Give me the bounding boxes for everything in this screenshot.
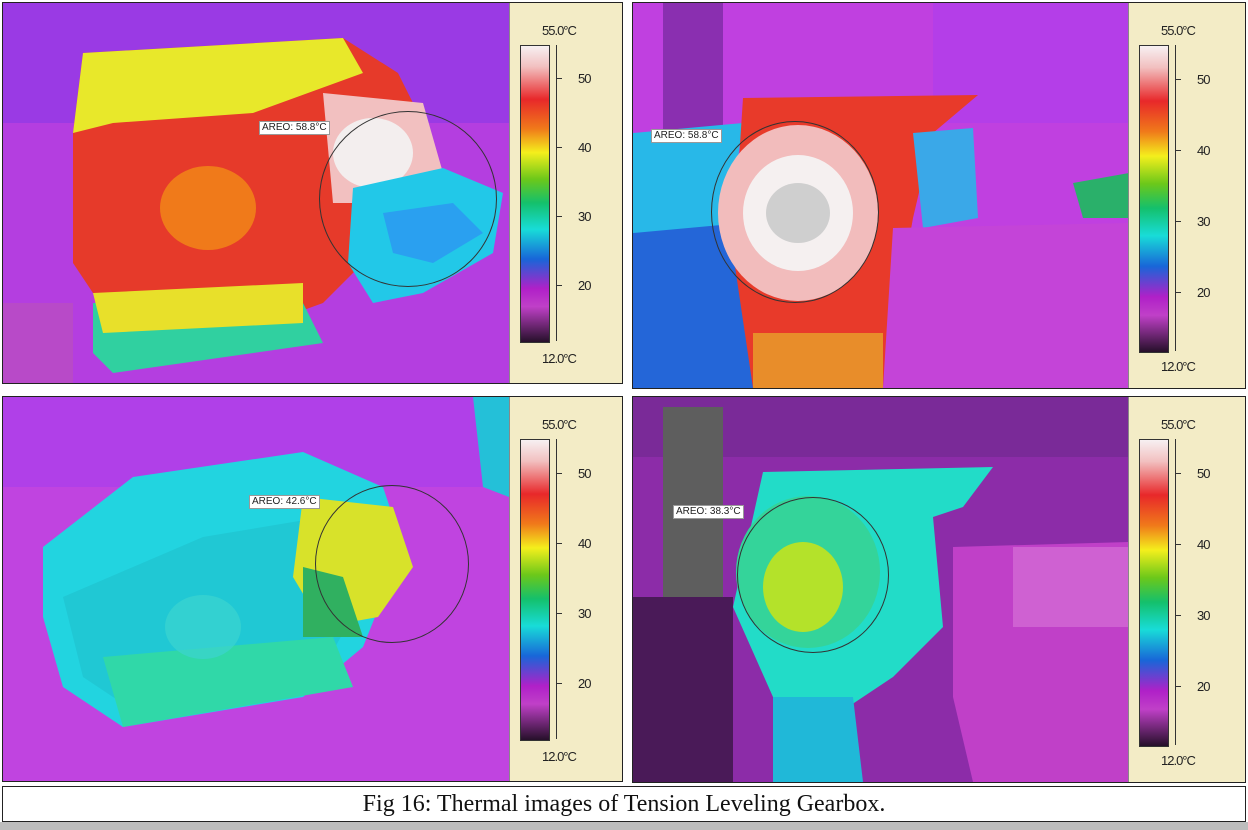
scale-tick-label: 50 [1197,72,1211,87]
thermal-panel-top-left: AREO: 58.8°C 55.0°C 50 40 30 20 12.0°C [2,2,623,384]
measurement-circle [319,111,497,287]
scale-tick-label: 20 [1197,285,1211,300]
temperature-scale: 55.0°C 50 40 30 20 12.0°C [509,3,622,383]
thermal-panel-top-right: AREO: 58.8°C 55.0°C 50 40 30 20 12.0°C [632,2,1246,389]
color-scale-bar [520,45,550,343]
area-temperature-label: AREO: 58.8°C [651,129,722,143]
thermal-image [3,397,509,781]
scale-max-label: 55.0°C [1161,23,1196,38]
scale-max-label: 55.0°C [542,417,577,432]
thermal-image [633,3,1129,388]
thermal-panel-bottom-left: AREO: 42.6°C 55.0°C 50 40 30 20 12.0°C [2,396,623,782]
area-temperature-label: AREO: 58.8°C [259,121,330,135]
thermal-panel-bottom-right: AREO: 38.3°C 55.0°C 50 40 30 20 12.0°C [632,396,1246,783]
scale-tick-label: 50 [1197,466,1211,481]
measurement-circle [315,485,469,643]
scale-tick-label: 50 [578,71,592,86]
color-scale-bar [1139,439,1169,747]
scale-tick-label: 40 [1197,537,1211,552]
scale-axis [1175,439,1192,745]
scale-axis [556,45,573,341]
bottom-divider [0,822,1248,830]
scale-min-label: 12.0°C [542,749,577,764]
scale-tick-label: 40 [1197,143,1211,158]
scale-tick-label: 20 [578,278,592,293]
area-temperature-label: AREO: 38.3°C [673,505,744,519]
temperature-scale: 55.0°C 50 40 30 20 12.0°C [509,397,622,781]
scale-axis [556,439,573,739]
measurement-circle [737,497,889,653]
scale-max-label: 55.0°C [542,23,577,38]
scale-min-label: 12.0°C [542,351,577,366]
scale-min-label: 12.0°C [1161,359,1196,374]
temperature-scale: 55.0°C 50 40 30 20 12.0°C [1128,397,1245,782]
scale-axis [1175,45,1192,351]
scale-tick-label: 30 [578,209,592,224]
scale-tick-label: 30 [1197,608,1211,623]
scale-tick-label: 20 [1197,679,1211,694]
color-scale-bar [1139,45,1169,353]
scale-tick-label: 30 [1197,214,1211,229]
figure-caption: Fig 16: Thermal images of Tension Leveli… [2,786,1246,822]
scale-min-label: 12.0°C [1161,753,1196,768]
scale-max-label: 55.0°C [1161,417,1196,432]
scale-tick-label: 30 [578,606,592,621]
temperature-scale: 55.0°C 50 40 30 20 12.0°C [1128,3,1245,388]
color-scale-bar [520,439,550,741]
measurement-circle [711,121,879,303]
scale-tick-label: 50 [578,466,592,481]
scale-tick-label: 40 [578,140,592,155]
scale-tick-label: 20 [578,676,592,691]
area-temperature-label: AREO: 42.6°C [249,495,320,509]
scale-tick-label: 40 [578,536,592,551]
